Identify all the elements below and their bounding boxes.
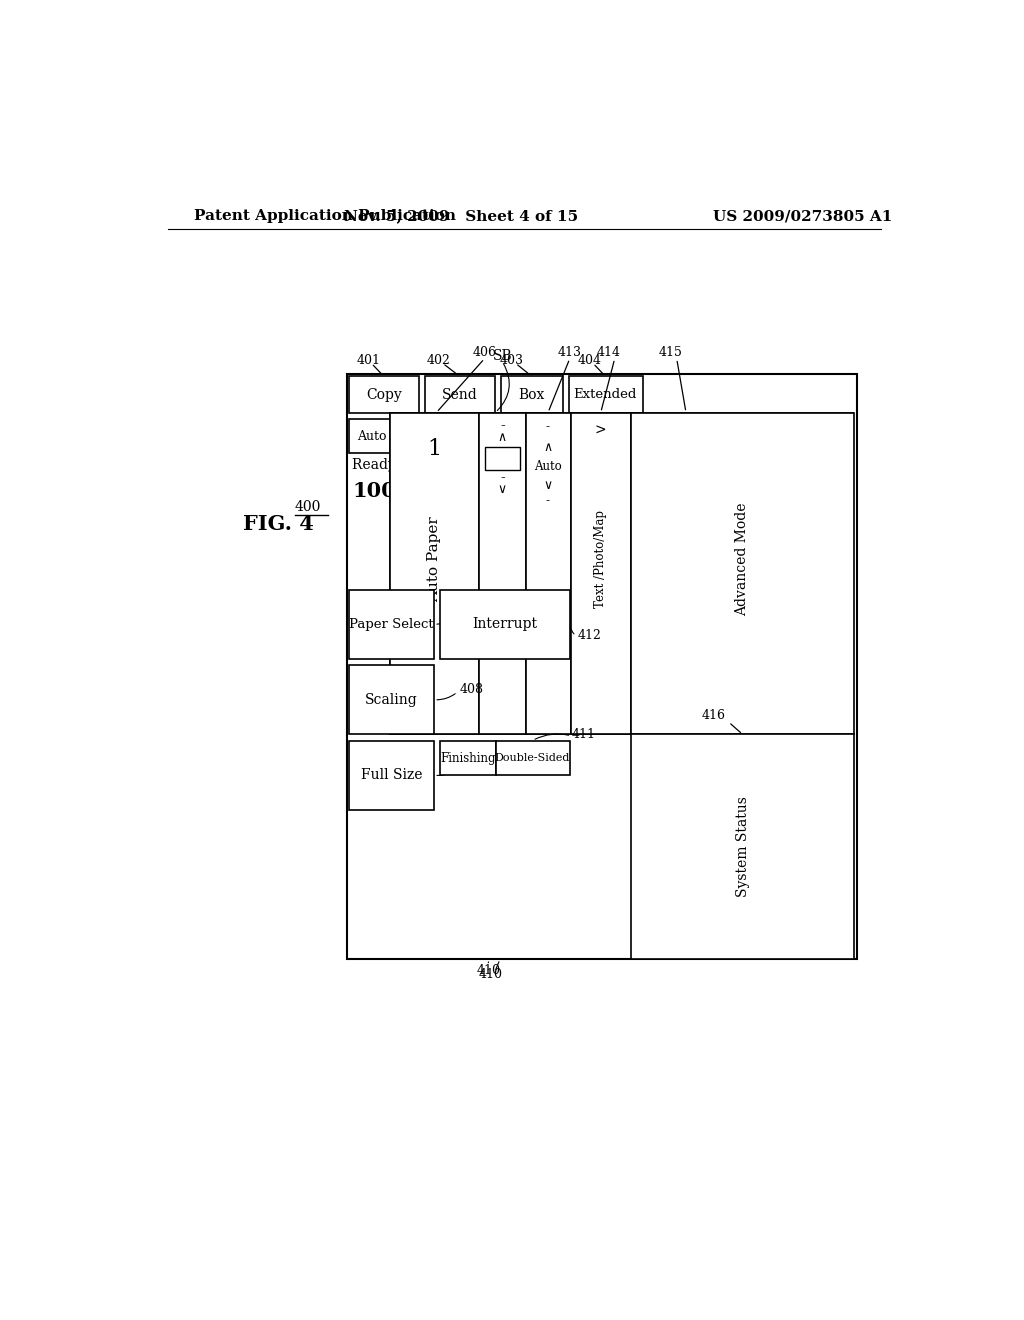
- Text: ˅: ˅: [479, 429, 486, 444]
- Text: 402: 402: [426, 354, 451, 367]
- Text: SB: SB: [493, 348, 512, 363]
- Text: -: -: [500, 420, 505, 433]
- Bar: [349, 665, 434, 734]
- Text: Nov. 5, 2009   Sheet 4 of 15: Nov. 5, 2009 Sheet 4 of 15: [344, 209, 579, 223]
- Text: Patent Application Publication: Patent Application Publication: [194, 209, 456, 223]
- Text: Interrupt: Interrupt: [472, 618, 538, 631]
- Bar: [349, 741, 434, 809]
- Text: 408: 408: [460, 684, 483, 696]
- Text: 404: 404: [578, 354, 601, 367]
- Text: Text /Photo/Map: Text /Photo/Map: [594, 510, 607, 607]
- Text: US 2009/0273805 A1: US 2009/0273805 A1: [713, 209, 892, 223]
- Bar: [440, 590, 569, 659]
- Text: ∧: ∧: [498, 430, 507, 444]
- Text: Auto: Auto: [535, 459, 562, 473]
- Text: Send: Send: [441, 388, 477, 401]
- Text: 1: 1: [427, 438, 441, 461]
- Text: >: >: [595, 424, 606, 437]
- Text: -: -: [546, 420, 550, 433]
- Text: 409: 409: [460, 606, 483, 619]
- Text: 403: 403: [500, 354, 524, 367]
- Text: 415: 415: [658, 346, 682, 359]
- Text: 405: 405: [502, 436, 525, 449]
- Bar: [479, 412, 525, 734]
- Text: FIG. 4: FIG. 4: [243, 515, 313, 535]
- Text: Auto Color Select: Auto Color Select: [357, 430, 469, 444]
- Bar: [631, 412, 854, 734]
- Text: 412: 412: [578, 630, 601, 643]
- Bar: [349, 418, 493, 453]
- Text: 401: 401: [356, 354, 381, 367]
- Bar: [570, 412, 631, 734]
- Bar: [349, 376, 419, 413]
- Text: Extended: Extended: [573, 388, 637, 401]
- Bar: [474, 421, 492, 451]
- Text: -: -: [500, 471, 505, 484]
- Bar: [484, 447, 520, 470]
- Bar: [390, 412, 853, 734]
- Text: 410: 410: [478, 968, 503, 981]
- Text: 406: 406: [472, 346, 497, 359]
- Text: 400: 400: [295, 500, 321, 515]
- Text: ∧: ∧: [544, 441, 553, 454]
- Text: 407: 407: [460, 760, 483, 774]
- Text: Scaling: Scaling: [366, 693, 418, 706]
- Text: Advanced Mode: Advanced Mode: [735, 502, 750, 615]
- Text: ∨: ∨: [544, 479, 553, 492]
- Text: ∨: ∨: [498, 483, 507, 496]
- Text: Auto Paper: Auto Paper: [427, 516, 441, 602]
- Bar: [440, 741, 496, 775]
- Text: System Status: System Status: [735, 796, 750, 898]
- Bar: [349, 590, 434, 659]
- Text: Full Size: Full Size: [360, 768, 422, 783]
- Text: Ready for Copying: Ready for Copying: [352, 458, 483, 471]
- Bar: [525, 412, 570, 734]
- Text: Paper Select: Paper Select: [349, 618, 434, 631]
- Bar: [390, 412, 479, 734]
- Text: Box: Box: [518, 388, 545, 401]
- Text: 100%: 100%: [352, 480, 416, 502]
- Bar: [569, 376, 643, 413]
- Bar: [425, 376, 495, 413]
- Text: 410: 410: [476, 964, 501, 977]
- Text: Finishing: Finishing: [440, 751, 496, 764]
- Text: 411: 411: [571, 727, 595, 741]
- Text: 413: 413: [558, 346, 582, 359]
- Text: Double-Sided: Double-Sided: [495, 754, 570, 763]
- Bar: [631, 734, 854, 960]
- Bar: [496, 741, 569, 775]
- Bar: [346, 374, 856, 960]
- Text: Copy: Copy: [366, 388, 401, 401]
- Text: 416: 416: [701, 709, 725, 722]
- Text: 414: 414: [597, 346, 621, 359]
- Text: -: -: [546, 495, 550, 508]
- Bar: [501, 376, 563, 413]
